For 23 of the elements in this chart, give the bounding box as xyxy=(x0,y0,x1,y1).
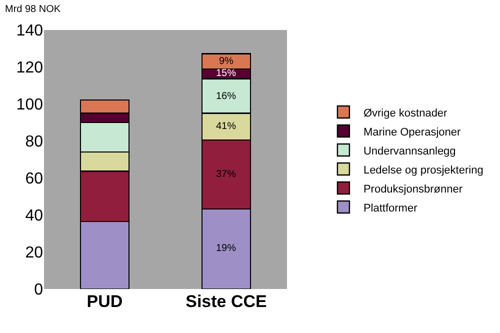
legend-label: Ledelse og prosjektering xyxy=(363,164,484,176)
legend-label: Produksjonsbrønner xyxy=(363,183,463,196)
y-tick-label: 140 xyxy=(16,22,44,40)
y-tick-label: 20 xyxy=(25,244,44,262)
annotation: 16% xyxy=(216,91,236,102)
y-tick-label: 0 xyxy=(34,282,44,299)
legend-label: Øvrige kostnader xyxy=(363,107,448,120)
legend-label: Plattformer xyxy=(363,202,418,214)
annotation: 9% xyxy=(219,56,234,67)
legend-label: Undervannsanlegg xyxy=(363,145,456,158)
y-tick-label: 40 xyxy=(25,208,44,225)
annotation: 19% xyxy=(216,243,236,254)
annotation: 37% xyxy=(216,169,236,180)
y-tick-label: 100 xyxy=(16,96,44,114)
y-tick-label: 60 xyxy=(25,170,44,188)
y-axis-title: Mrd 98 NOK xyxy=(5,4,61,15)
y-tick-label: 80 xyxy=(25,134,44,151)
y-tick-label: 120 xyxy=(16,60,44,77)
x-tick-label: PUD xyxy=(86,292,123,311)
annotation: 15% xyxy=(216,68,236,79)
annotation: 41% xyxy=(216,121,236,132)
x-tick-label: Siste CCE xyxy=(186,292,267,311)
legend-label: Marine Operasjoner xyxy=(363,126,461,138)
